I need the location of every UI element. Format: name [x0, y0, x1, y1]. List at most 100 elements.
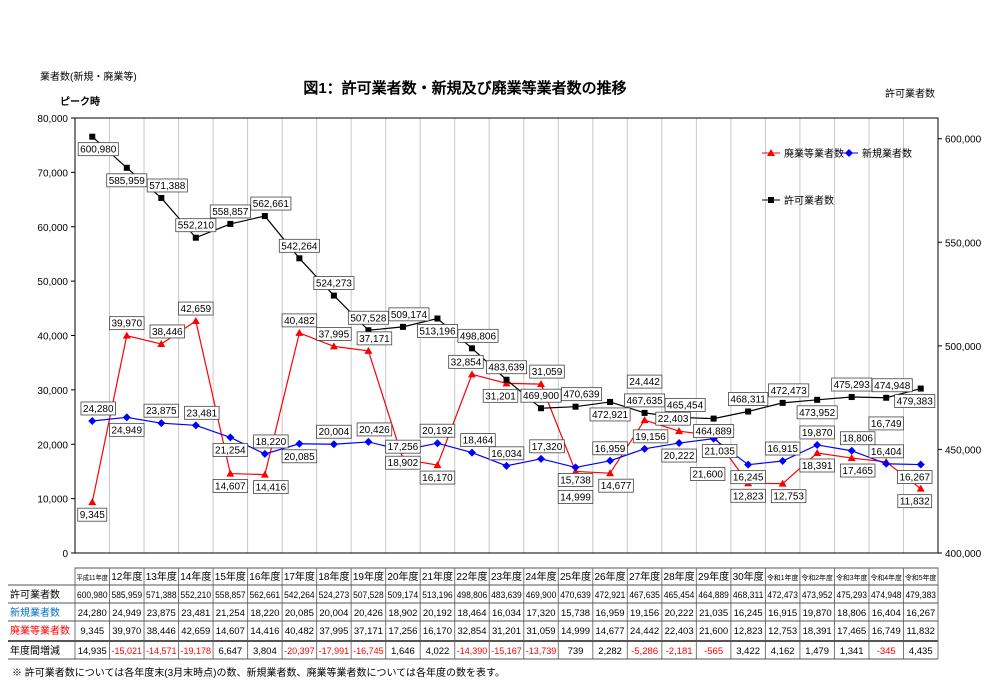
licensed-data-label: 473,952 [799, 408, 836, 419]
new-data-label-box [143, 403, 179, 418]
new-data-label-box [701, 444, 738, 459]
table-cell: -16,745 [353, 646, 384, 657]
abolished-data-label-box [626, 374, 663, 389]
table-cell: 21,254 [216, 608, 245, 619]
licensed-point [192, 234, 199, 241]
new-data-label: 20,085 [284, 452, 315, 463]
table-row-label: 年度間増減 [10, 644, 60, 657]
new-data-label: 20,004 [319, 427, 350, 438]
licensed-data-label-box [768, 383, 810, 398]
table-cell: 20,004 [319, 608, 348, 619]
table-cell: 585,959 [112, 590, 143, 601]
peak-note: ピーク時 [60, 95, 100, 108]
abolished-data-label-box [212, 479, 249, 493]
abolished-data-label-box [178, 301, 214, 316]
new-point [606, 456, 615, 465]
licensed-data-label: 468,311 [730, 394, 766, 405]
licensed-point [710, 415, 717, 422]
table-cell: 2,282 [598, 646, 622, 657]
table-cell: 465,454 [664, 590, 695, 601]
licensed-data-label: 475,293 [834, 380, 871, 391]
abolished-data-label: 22,403 [658, 414, 689, 425]
table-cell: 18,806 [837, 608, 866, 619]
abolished-data-label: 14,416 [256, 483, 287, 494]
abolished-data-label: 38,446 [152, 327, 183, 338]
table-cell: 16,915 [768, 608, 797, 619]
left-tick-label: 0 [62, 549, 68, 560]
new-data-label-box [419, 423, 456, 438]
abolished-data-label: 31,201 [485, 391, 516, 402]
legend-marker [767, 149, 775, 156]
new-data-label: 18,220 [256, 437, 287, 448]
table-cell: -17,991 [319, 646, 350, 657]
abolished-data-label-box [557, 490, 594, 504]
new-data-label-box [281, 449, 318, 464]
new-data-label-box [632, 429, 669, 444]
abolished-point [640, 416, 649, 424]
abolished-data-label-box [77, 507, 108, 522]
table-column-header: 14年度 [180, 570, 211, 583]
new-data-label-box [212, 443, 249, 457]
table-cell: 39,970 [112, 626, 141, 637]
new-data-label-box [385, 455, 421, 470]
licensed-data-label: 479,383 [897, 397, 934, 408]
abolished-data-label-box [316, 327, 352, 341]
new-data-label: 16,404 [871, 447, 902, 458]
table-row-label: 許可業者数 [10, 588, 60, 601]
new-data-label: 24,949 [111, 425, 142, 436]
abolished-data-label-box [598, 478, 634, 493]
abolished-point [502, 379, 511, 387]
abolished-point [226, 469, 235, 477]
abolished-data-label-box [482, 388, 519, 403]
licensed-data-label: 467,635 [627, 396, 664, 407]
table-column-header: 16年度 [249, 570, 280, 583]
new-data-label-box [730, 470, 766, 485]
licensed-point [779, 399, 786, 406]
table-cell: -2,181 [666, 646, 693, 657]
table-cell: 507,528 [353, 590, 384, 601]
abolished-point [260, 470, 269, 478]
table-column-header: 平成11年度 [77, 573, 109, 582]
table-cell: 552,210 [181, 590, 212, 601]
licensed-data-label-box [589, 407, 631, 422]
licensed-data-label: 585,959 [109, 176, 146, 187]
footnote: ※ 許可業者数については各年度末(3月末時点)の数、新規業者数、廃業等業者数につ… [12, 666, 505, 679]
table-cell: 23,875 [147, 608, 176, 619]
new-data-label: 16,245 [733, 473, 764, 484]
right-tick-label: 600,000 [945, 135, 982, 146]
new-data-label-box [316, 424, 352, 439]
new-point [295, 439, 304, 448]
new-point [882, 459, 891, 468]
abolished-point [433, 461, 442, 469]
licensed-data-label: 509,174 [391, 310, 428, 321]
new-point [364, 437, 373, 446]
abolished-data-label: 17,256 [388, 442, 419, 453]
table-cell: 20,426 [354, 608, 383, 619]
new-point [571, 463, 580, 472]
table-cell: 4,022 [426, 646, 450, 657]
new-data-label: 21,254 [215, 445, 246, 456]
licensed-point [227, 220, 234, 227]
new-data-label-box [897, 470, 933, 484]
right-tick-label: 450,000 [945, 445, 982, 456]
table-cell: 21,600 [699, 626, 728, 637]
table-cell: 23,481 [181, 608, 210, 619]
table-cell: 1,479 [805, 646, 829, 657]
legend-label: 許可業者数 [784, 194, 834, 207]
licensed-data-label-box [250, 196, 292, 211]
table-cell: -20,397 [284, 646, 315, 657]
new-data-label: 20,192 [422, 426, 453, 437]
table-cell: 16,404 [872, 608, 901, 619]
new-point [916, 460, 925, 469]
abolished-data-label-box [419, 470, 456, 485]
new-data-label-box [356, 422, 393, 437]
licensed-point [365, 327, 372, 334]
table-cell: 4,162 [771, 646, 795, 657]
table-cell: 18,902 [388, 608, 417, 619]
table-cell: -14,390 [457, 646, 488, 657]
table-cell: 524,273 [319, 590, 350, 601]
licensed-point [399, 323, 406, 330]
licensed-data-label-box [486, 360, 527, 375]
table-cell: 16,267 [906, 608, 935, 619]
table-column-header: 17年度 [284, 570, 315, 583]
